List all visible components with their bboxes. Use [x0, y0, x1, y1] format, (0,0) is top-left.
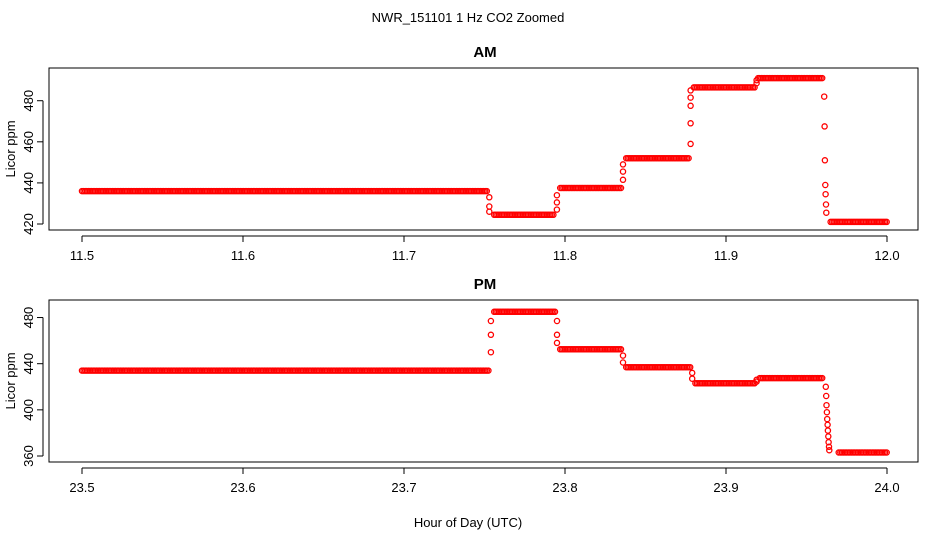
pm-panel: PM Licor ppm 23.5 23.6 23.7 23.8 23.9 24.0 36… — [3, 276, 919, 495]
pm-points — [78, 308, 890, 456]
transition-point — [619, 176, 627, 184]
transition-point — [486, 194, 493, 201]
pm-y-tick-label: 440 — [21, 353, 36, 375]
pm-x-tick-label: 23.7 — [391, 480, 416, 495]
transition-point — [487, 317, 495, 325]
pm-x-tick-label: 23.6 — [230, 480, 255, 495]
transition-point — [753, 79, 760, 87]
am-panel: AM Licor ppm 11.5 11.6 11.7 11.8 11.9 12.0 42… — [3, 44, 919, 263]
am-x-tick-label: 11.6 — [231, 248, 255, 263]
transition-point — [553, 191, 561, 199]
transition-point — [619, 352, 627, 359]
transition-point — [826, 446, 833, 454]
pm-x-tick-label: 23.8 — [552, 480, 577, 495]
am-points — [78, 74, 890, 226]
x-axis-label: Hour of Day (UTC) — [414, 515, 522, 530]
transition-point — [824, 421, 831, 429]
data-point — [483, 187, 491, 195]
pm-x-tick-label: 24.0 — [874, 480, 899, 495]
transition-point — [688, 375, 696, 382]
transition-point — [824, 427, 832, 434]
data-point — [818, 74, 826, 82]
transition-point — [822, 181, 829, 189]
transition-point — [823, 401, 830, 409]
am-plot-frame — [48, 67, 919, 231]
transition-point — [687, 140, 694, 148]
transition-point — [619, 168, 627, 175]
data-point — [883, 218, 890, 226]
transition-point — [820, 93, 828, 100]
transition-point — [486, 203, 493, 210]
transition-point — [487, 331, 495, 339]
am-y-tick-label: 440 — [21, 172, 36, 194]
data-point — [818, 374, 826, 382]
transition-point — [553, 199, 561, 206]
am-x-tick-label: 11.5 — [70, 248, 94, 263]
transition-point — [825, 443, 833, 451]
pm-panel-title: PM — [474, 276, 497, 293]
transition-point — [619, 161, 627, 168]
data-point — [550, 211, 557, 219]
data-point — [617, 184, 625, 192]
transition-point — [821, 123, 828, 130]
am-x-tick-label: 11.8 — [553, 248, 577, 263]
transition-point — [822, 383, 830, 391]
am-panel-title: AM — [473, 44, 496, 61]
figure-title: NWR_151101 1 Hz CO2 Zoomed — [372, 10, 565, 25]
transition-point — [553, 206, 561, 213]
transition-point — [825, 433, 832, 440]
am-x-tick-label: 11.9 — [714, 248, 738, 263]
transition-point — [486, 208, 493, 215]
transition-point — [753, 376, 760, 384]
transition-point — [823, 209, 830, 216]
am-y-axis: 420 440 460 480 — [21, 90, 44, 235]
data-point — [685, 154, 692, 162]
pm-x-tick-label: 23.9 — [713, 480, 738, 495]
data-point — [551, 308, 559, 316]
am-y-axis-label: Licor ppm — [3, 120, 18, 177]
transition-point — [687, 94, 694, 101]
transition-point — [753, 76, 760, 84]
transition-point — [822, 190, 829, 198]
transition-point — [687, 87, 694, 94]
pm-y-tick-label: 480 — [21, 307, 36, 329]
transition-point — [687, 102, 694, 110]
pm-x-axis: 23.5 23.6 23.7 23.8 23.9 24.0 — [69, 467, 900, 495]
transition-point — [688, 369, 696, 377]
data-point — [485, 367, 492, 374]
transition-point — [823, 408, 831, 416]
transition-point — [823, 415, 831, 423]
transition-point — [822, 392, 830, 400]
pm-x-tick-label: 23.5 — [69, 480, 94, 495]
am-x-axis: 11.5 11.6 11.7 11.8 11.9 12.0 — [70, 235, 900, 263]
transition-point — [619, 359, 627, 366]
transition-point — [487, 348, 495, 356]
transition-point — [553, 331, 561, 339]
am-y-tick-label: 420 — [21, 213, 36, 235]
data-point — [686, 363, 694, 371]
pm-y-axis: 360 400 440 480 — [21, 307, 44, 467]
am-x-tick-label: 11.7 — [392, 248, 416, 263]
transition-point — [553, 339, 561, 347]
am-y-tick-label: 460 — [21, 131, 36, 153]
pm-y-tick-label: 360 — [21, 445, 36, 467]
data-point — [883, 449, 890, 456]
pm-y-tick-label: 400 — [21, 399, 36, 421]
am-y-tick-label: 480 — [21, 90, 36, 112]
transition-point — [687, 120, 694, 127]
transition-point — [822, 201, 830, 208]
pm-y-axis-label: Licor ppm — [3, 352, 18, 409]
transition-point — [553, 317, 561, 325]
transition-point — [821, 157, 829, 164]
data-point — [617, 346, 625, 353]
pm-plot-frame — [48, 299, 919, 463]
am-x-tick-label: 12.0 — [874, 248, 899, 263]
